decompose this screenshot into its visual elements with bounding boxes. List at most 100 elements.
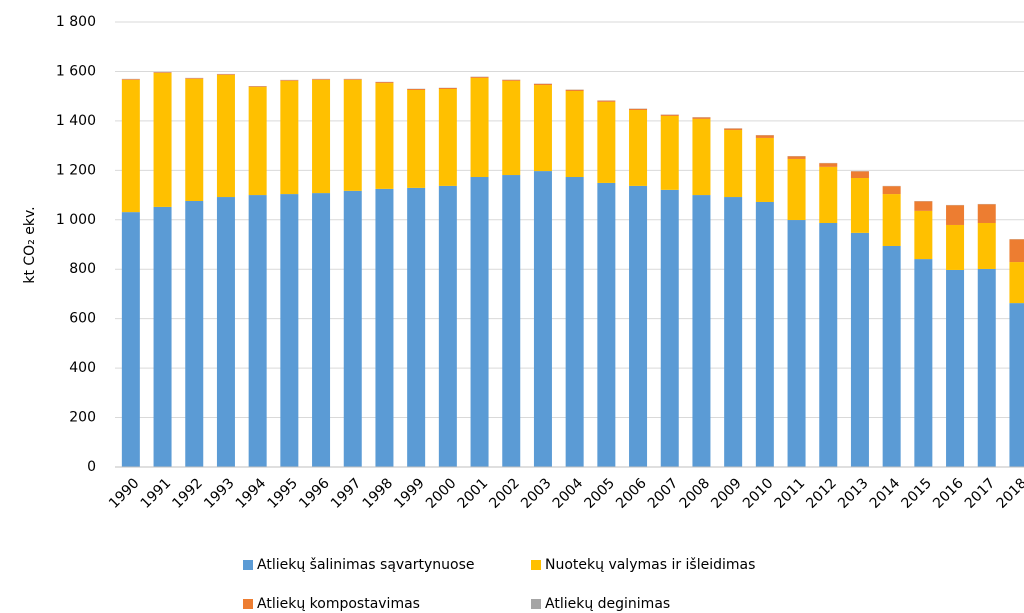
x-tick-label: 1996 — [296, 475, 333, 512]
bar-segment — [724, 197, 743, 468]
legend-swatch — [243, 599, 253, 609]
x-tick-label: 2006 — [613, 475, 650, 512]
bar-segment — [121, 79, 140, 80]
bar-segment — [375, 83, 394, 189]
bar-segment — [407, 88, 426, 90]
bar-segment — [946, 224, 965, 270]
bar-segment — [977, 204, 996, 223]
x-tick-label: 2005 — [581, 475, 618, 512]
x-tick-label: 2015 — [898, 475, 935, 512]
bar-segment — [533, 85, 552, 172]
y-tick-label: 1 600 — [56, 63, 96, 79]
bar-segment — [1009, 262, 1024, 304]
legend-label: Atliekų deginimas — [545, 596, 670, 612]
bar-segment — [882, 194, 901, 246]
y-tick-label: 0 — [87, 459, 96, 475]
bar-segment — [565, 90, 584, 178]
bar-segment — [850, 232, 869, 467]
bar-segment — [660, 114, 679, 116]
x-tick-label: 2010 — [740, 475, 777, 512]
x-tick-label: 2014 — [867, 475, 904, 512]
bar-segment — [882, 186, 901, 195]
bar-segment — [375, 188, 394, 467]
bar-segment — [850, 171, 869, 178]
x-tick-label: 1992 — [169, 475, 206, 512]
bar-segment — [153, 206, 172, 467]
bar-segment — [343, 190, 362, 467]
bar-segment — [343, 79, 362, 191]
y-tick-label: 1 400 — [56, 113, 96, 129]
bar-segment — [914, 201, 933, 211]
bar-segment — [312, 79, 331, 194]
bar-segment — [692, 117, 711, 119]
bar-segment — [438, 88, 457, 89]
x-tick-label: 2017 — [962, 475, 999, 512]
bar-segment — [502, 80, 521, 176]
bar-segment — [121, 79, 140, 213]
x-tick-label: 1991 — [138, 475, 175, 512]
y-tick-label: 1 200 — [56, 162, 96, 178]
legend-label: Atliekų kompostavimas — [257, 596, 420, 612]
x-tick-label: 1994 — [233, 475, 270, 512]
x-tick-label: 1999 — [391, 475, 428, 512]
x-tick-label: 2001 — [455, 475, 492, 512]
bar-segment — [248, 86, 267, 88]
bar-segment — [660, 189, 679, 467]
bar-segment — [502, 175, 521, 467]
bar-segment — [787, 156, 806, 159]
bar-segment — [280, 80, 299, 195]
bar-segment — [850, 177, 869, 233]
bar-segment — [977, 268, 996, 467]
bar-segment — [724, 130, 743, 198]
bar-segment — [882, 245, 901, 467]
y-tick-label: 600 — [69, 311, 96, 327]
x-tick-label: 2000 — [423, 475, 460, 512]
y-tick-label: 1 800 — [56, 14, 96, 30]
y-axis-label: kt CO₂ ekv. — [22, 206, 38, 283]
bar-segment — [216, 74, 235, 75]
bar-segment — [755, 201, 774, 467]
bar-segment — [946, 205, 965, 225]
x-tick-label: 2016 — [930, 475, 967, 512]
x-tick-label: 1995 — [264, 475, 301, 512]
bar-segment — [375, 82, 394, 84]
bar-segment — [819, 166, 838, 223]
bar-segment — [597, 100, 616, 102]
bar-segment — [280, 194, 299, 468]
x-tick-label: 2018 — [994, 475, 1024, 512]
bar-segment — [533, 171, 552, 467]
bar-segment — [629, 108, 648, 111]
y-tick-label: 200 — [69, 410, 96, 426]
bar-segment — [787, 158, 806, 221]
bar-segment — [502, 79, 521, 81]
bar-segment — [787, 220, 806, 467]
bar-segment — [946, 269, 965, 467]
y-tick-label: 400 — [69, 360, 96, 376]
x-tick-label: 1997 — [328, 475, 365, 512]
bar-segment — [153, 72, 172, 73]
x-tick-label: 1998 — [360, 475, 397, 512]
bar-segment — [565, 89, 584, 91]
bar-segment — [185, 78, 204, 201]
legend-label: Nuotekų valymas ir išleidimas — [545, 557, 755, 573]
bar-segment — [597, 101, 616, 183]
x-tick-label: 1993 — [201, 475, 238, 512]
bar-segment — [1009, 303, 1024, 467]
bar-segment — [153, 72, 172, 207]
legend-label: Atliekų šalinimas sąvartynuose — [257, 557, 475, 573]
bar-segment — [533, 83, 552, 86]
bar-segment — [914, 259, 933, 467]
bar-segment — [248, 87, 267, 196]
bar-segment — [470, 76, 489, 78]
legend-swatch — [531, 560, 541, 570]
bar-segment — [724, 128, 743, 131]
x-tick-label: 1990 — [106, 475, 143, 512]
x-tick-label: 2012 — [803, 475, 840, 512]
bar-segment — [597, 182, 616, 468]
bar-segment — [438, 185, 457, 468]
bar-segment — [407, 89, 426, 188]
x-tick-label: 2011 — [772, 475, 809, 512]
bar-segment — [470, 77, 489, 178]
bar-segment — [629, 185, 648, 468]
x-tick-label: 2009 — [708, 475, 745, 512]
